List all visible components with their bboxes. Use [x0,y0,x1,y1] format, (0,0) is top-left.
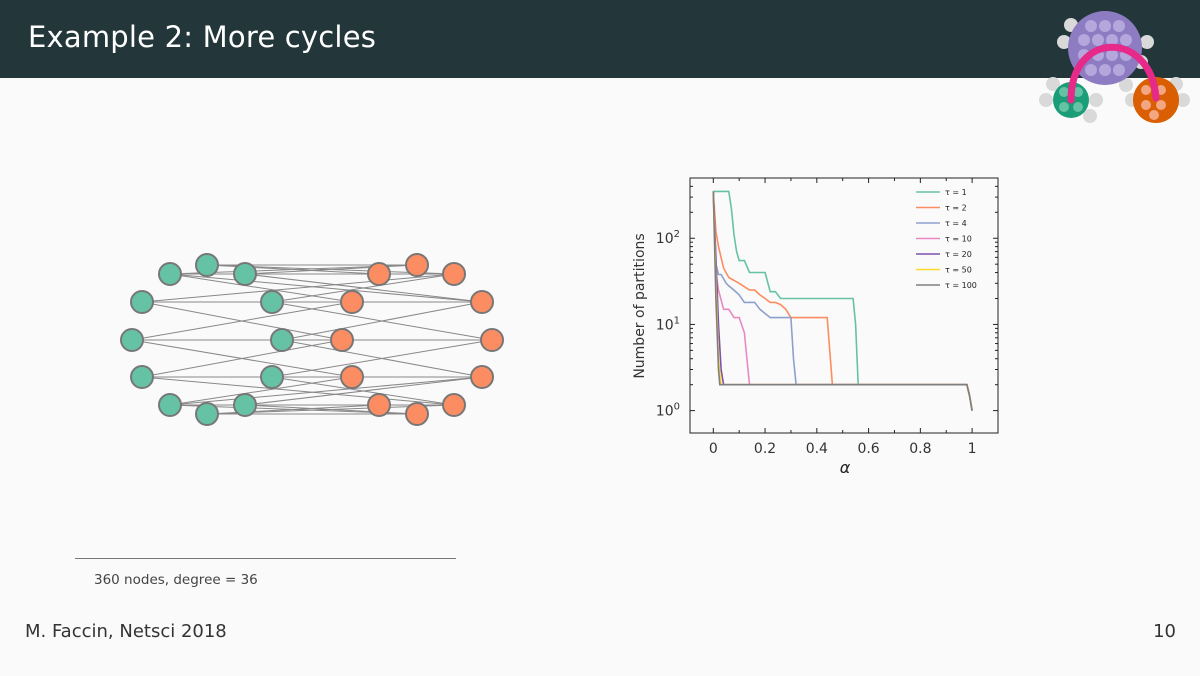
plot-border [689,177,999,434]
series-line-3 [712,191,973,411]
x-tick-label: 0.2 [754,441,776,457]
x-tick-label: 0.4 [806,441,828,457]
series-line-5 [712,191,973,411]
footnote: 360 nodes, degree = 36 [94,572,258,588]
series-line-6 [712,191,973,411]
y-tick-label: 100 [656,402,680,420]
title-bar: Example 2: More cycles [0,0,1200,78]
legend-label-0: τ = 1 [945,188,967,197]
legend-label-3: τ = 10 [945,235,972,244]
y-axis-label: Number of partitions [632,233,648,378]
x-axis-label: α [840,458,851,477]
series-line-1 [712,191,973,411]
footnote-rule [75,558,456,559]
legend-label-4: τ = 20 [945,250,972,259]
plot-frame [689,177,999,434]
network-graph [120,253,504,426]
slide-title: Example 2: More cycles [28,20,377,54]
network-nodes [120,253,504,426]
y-tick-label: 102 [656,229,680,247]
series-line-4 [712,191,973,411]
x-tick-label: 0.6 [857,441,879,457]
x-tick-label: 0.8 [909,441,931,457]
x-tick-label: 1 [968,441,977,457]
y-tick-label: 101 [656,315,680,333]
legend-label-6: τ = 100 [945,281,977,290]
x-tick-label: 0 [709,441,718,457]
series-line-0 [713,190,973,411]
page-number: 10 [1153,621,1176,642]
network-edges [131,264,493,415]
logo-icon [1039,11,1190,123]
series-lines [712,190,973,411]
axis-ticks: 0 0.2 0.4 0.6 0.8 1 100 101 102 [656,178,998,457]
footer-author: M. Faccin, Netsci 2018 [25,621,227,642]
chart-legend: τ = 1 τ = 2 τ = 4 τ = 10 τ = 20 τ = 50 τ = 100 [916,188,977,290]
legend-label-2: τ = 4 [945,219,967,228]
series-line-2 [712,191,973,411]
legend-label-1: τ = 2 [945,204,967,213]
legend-label-5: τ = 50 [945,266,972,275]
